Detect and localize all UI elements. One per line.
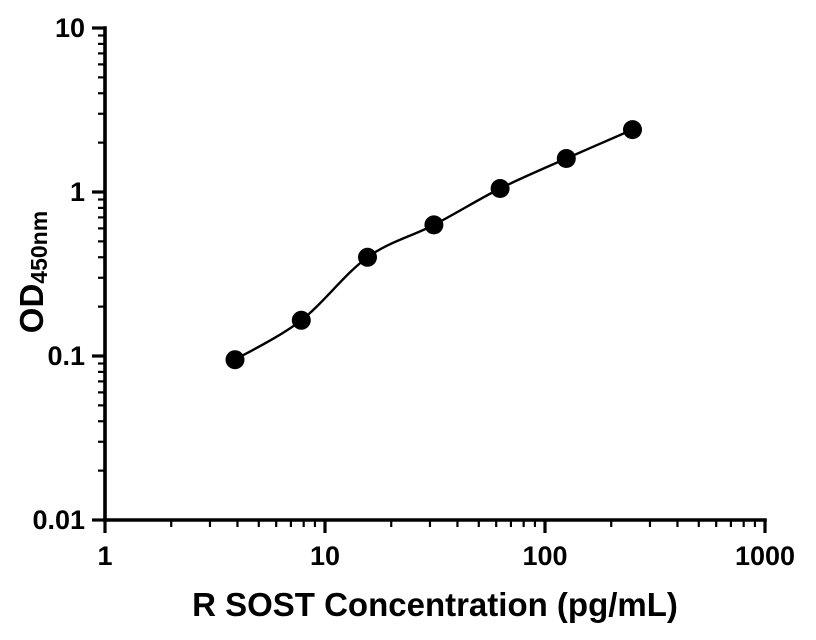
tick-label: 1 — [70, 177, 85, 207]
y-axis-title-main: OD — [12, 283, 50, 334]
data-point — [291, 310, 311, 330]
y-tick-labels: 0.01 0.1 1 10 — [32, 13, 85, 535]
y-axis-title-subscript: 450nm — [26, 210, 53, 284]
minor-ticks — [98, 34, 757, 527]
tick-label: 0.1 — [47, 341, 85, 371]
data-point — [225, 350, 245, 370]
data-point — [556, 149, 576, 168]
tick-label: 10 — [55, 13, 85, 43]
y-axis-title: OD450nm — [13, 211, 53, 333]
data-point — [358, 247, 377, 267]
data-point — [490, 179, 510, 198]
data-point — [623, 120, 642, 140]
tick-label: 1 — [97, 541, 112, 571]
tick-label: 10 — [310, 541, 340, 571]
data-points — [225, 120, 642, 370]
major-ticks — [92, 26, 767, 533]
axes — [103, 26, 767, 522]
data-point — [424, 215, 444, 235]
tick-label: 100 — [522, 541, 567, 571]
x-tick-labels: 1 10 100 1000 — [97, 541, 795, 571]
tick-label: 1000 — [735, 541, 795, 571]
tick-label: 0.01 — [32, 505, 85, 535]
x-axis-title: R SOST Concentration (pg/mL) — [192, 586, 678, 623]
